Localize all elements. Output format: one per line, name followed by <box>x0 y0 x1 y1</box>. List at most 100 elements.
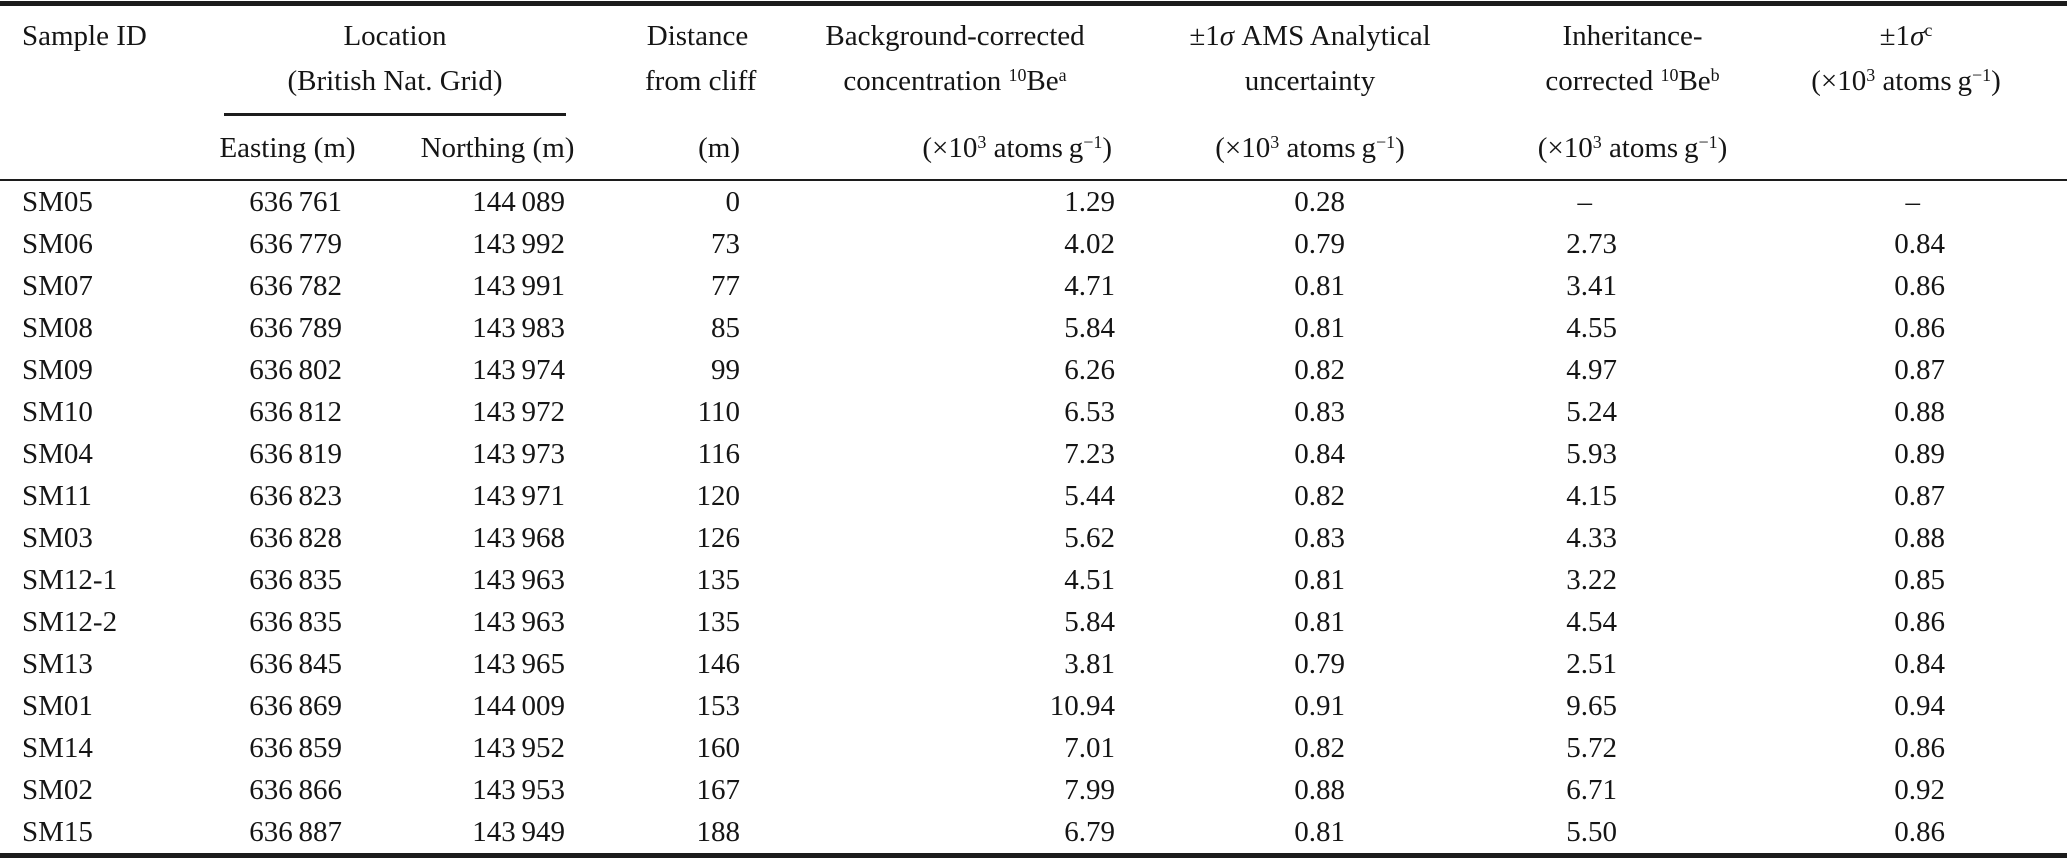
cell-sigma-c: 0.88 <box>1894 396 1945 428</box>
cell-sigma-c: 0.89 <box>1894 438 1945 470</box>
cell-ams-uncertainty: 0.81 <box>1294 312 1345 344</box>
cell-sample-id: SM12-2 <box>22 606 118 638</box>
cell-northing: 143 968 <box>472 522 565 554</box>
cell-ams-uncertainty: 0.82 <box>1294 732 1345 764</box>
be-mass-superscript: 10 <box>1008 65 1027 86</box>
cell-easting: 636 828 <box>249 522 342 554</box>
cell-distance: 160 <box>696 732 741 764</box>
table-row: SM13 636 845 143 965 146 3.81 0.79 2.51 … <box>0 643 2067 685</box>
distance-line1: Distance <box>646 20 749 52</box>
cell-northing: 143 972 <box>472 396 565 428</box>
cell-sigma-c: 0.84 <box>1894 228 1945 260</box>
cell-ams-uncertainty: 0.79 <box>1294 228 1345 260</box>
cell-distance: 135 <box>696 564 741 596</box>
cell-sigma-c: 0.86 <box>1894 816 1945 848</box>
cell-easting: 636 802 <box>249 354 342 386</box>
cell-background-corrected-conc: 7.99 <box>1064 774 1115 806</box>
cell-inheritance-corrected: – <box>1577 186 1593 218</box>
cell-background-corrected-conc: 5.84 <box>1064 312 1115 344</box>
cell-easting: 636 812 <box>249 396 342 428</box>
col-header-background-corrected: Background-corrected concentration 10Bea <box>750 4 1120 117</box>
cell-northing: 143 992 <box>472 228 565 260</box>
cell-distance: 120 <box>696 480 741 512</box>
cell-distance: 153 <box>696 690 741 722</box>
cell-background-corrected-conc: 6.53 <box>1064 396 1115 428</box>
cell-distance: 188 <box>696 816 741 848</box>
cell-inheritance-corrected: 5.72 <box>1566 732 1617 764</box>
cell-sample-id: SM05 <box>22 186 93 218</box>
cell-inheritance-corrected: 4.54 <box>1566 606 1617 638</box>
cell-sample-id: SM06 <box>22 228 93 260</box>
cell-sigma-c: 0.86 <box>1894 606 1945 638</box>
cell-sample-id: SM10 <box>22 396 93 428</box>
cell-distance: 126 <box>696 522 741 554</box>
cell-ams-uncertainty: 0.81 <box>1294 564 1345 596</box>
cell-inheritance-corrected: 5.24 <box>1566 396 1617 428</box>
cell-distance: 0 <box>725 186 741 218</box>
footnote-b-marker: b <box>1710 65 1720 86</box>
header-row-2: Easting (m) Northing (m) (m) (×103 atoms… <box>0 116 2067 181</box>
cell-easting: 636 866 <box>249 774 342 806</box>
cell-sigma-c: 0.85 <box>1894 564 1945 596</box>
header-row-1: Sample ID Location (British Nat. Grid) D… <box>0 3 2067 181</box>
table-row: SM09 636 802 143 974 99 6.26 0.82 4.97 0… <box>0 349 2067 391</box>
location-group-rule <box>224 113 566 116</box>
cell-northing: 143 949 <box>472 816 565 848</box>
cell-distance: 99 <box>711 354 740 386</box>
cell-easting: 636 779 <box>249 228 342 260</box>
ams-unit-label: (×103 atoms g−1) <box>1120 116 1470 181</box>
cell-northing: 144 009 <box>472 690 565 722</box>
cell-inheritance-corrected: 4.15 <box>1566 480 1617 512</box>
be-symbol: Be <box>1678 65 1711 97</box>
cell-sample-id: SM14 <box>22 732 93 764</box>
table-row: SM12-2 636 835 143 963 135 5.84 0.81 4.5… <box>0 601 2067 643</box>
sigc-line1: ±1σc <box>1879 20 1933 52</box>
col-header-northing: Northing (m) <box>360 116 575 181</box>
cell-sample-id: SM01 <box>22 690 93 722</box>
cell-sample-id: SM02 <box>22 774 93 806</box>
cell-sigma-c: 0.86 <box>1894 270 1945 302</box>
table-row: SM15 636 887 143 949 188 6.79 0.81 5.50 … <box>0 811 2067 856</box>
cell-northing: 143 973 <box>472 438 565 470</box>
conc-unit-label: (×103 atoms g−1) <box>750 116 1120 181</box>
be-symbol: Be <box>1026 65 1059 97</box>
cell-northing: 143 974 <box>472 354 565 386</box>
cell-background-corrected-conc: 7.23 <box>1064 438 1115 470</box>
col-header-easting: Easting (m) <box>185 116 360 181</box>
sigma-symbol: σ <box>1219 20 1235 52</box>
cell-ams-uncertainty: 0.82 <box>1294 480 1345 512</box>
cell-northing: 143 963 <box>472 564 565 596</box>
cell-sigma-c: 0.86 <box>1894 312 1945 344</box>
table-row: SM10 636 812 143 972 110 6.53 0.83 5.24 … <box>0 391 2067 433</box>
cell-background-corrected-conc: 7.01 <box>1064 732 1115 764</box>
cell-inheritance-corrected: 2.51 <box>1566 648 1617 680</box>
cell-sigma-c: 0.86 <box>1894 732 1945 764</box>
cell-sample-id: SM13 <box>22 648 93 680</box>
table-row: SM03 636 828 143 968 126 5.62 0.83 4.33 … <box>0 517 2067 559</box>
cell-easting: 636 782 <box>249 270 342 302</box>
cell-sigma-c: 0.84 <box>1894 648 1945 680</box>
cell-background-corrected-conc: 4.51 <box>1064 564 1115 596</box>
cell-ams-uncertainty: 0.83 <box>1294 522 1345 554</box>
table-row: SM07 636 782 143 991 77 4.71 0.81 3.41 0… <box>0 265 2067 307</box>
cell-inheritance-corrected: 4.33 <box>1566 522 1617 554</box>
cell-ams-uncertainty: 0.84 <box>1294 438 1345 470</box>
location-line1: Location <box>343 20 447 52</box>
table-row: SM02 636 866 143 953 167 7.99 0.88 6.71 … <box>0 769 2067 811</box>
cell-sigma-c: 0.87 <box>1894 354 1945 386</box>
cell-inheritance-corrected: 3.41 <box>1566 270 1617 302</box>
cell-sample-id: SM04 <box>22 438 93 470</box>
table-row: SM08 636 789 143 983 85 5.84 0.81 4.55 0… <box>0 307 2067 349</box>
cell-inheritance-corrected: 5.50 <box>1566 816 1617 848</box>
cell-sample-id: SM09 <box>22 354 93 386</box>
table-row: SM01 636 869 144 009 153 10.94 0.91 9.65… <box>0 685 2067 727</box>
cell-sample-id: SM08 <box>22 312 93 344</box>
conc-line2: concentration 10Bea <box>843 65 1067 97</box>
cell-background-corrected-conc: 4.71 <box>1064 270 1115 302</box>
location-line2: (British Nat. Grid) <box>287 65 503 97</box>
cell-easting: 636 835 <box>249 606 342 638</box>
cell-background-corrected-conc: 5.62 <box>1064 522 1115 554</box>
cell-northing: 143 991 <box>472 270 565 302</box>
